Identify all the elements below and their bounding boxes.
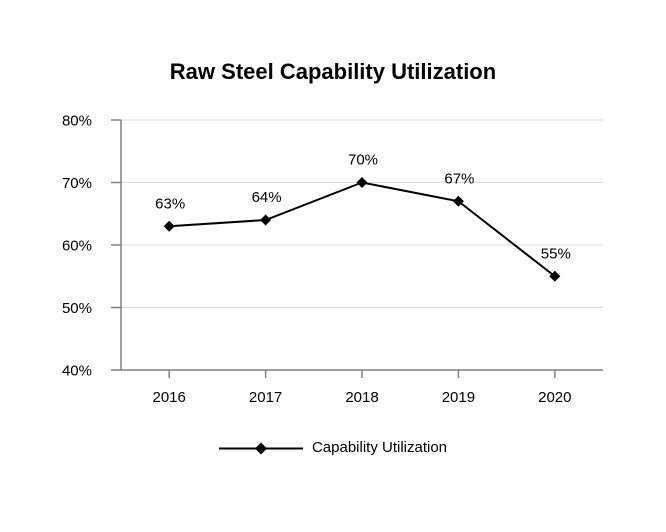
y-tick-label: 70% [62, 175, 92, 192]
data-point-label: 67% [444, 170, 474, 187]
x-tick-label: 2019 [442, 389, 475, 406]
chart-title: Raw Steel Capability Utilization [169, 59, 497, 84]
x-tick-label: 2020 [538, 389, 571, 406]
y-tick-label: 60% [62, 238, 92, 255]
data-point-label: 70% [348, 152, 378, 169]
data-point-marker [549, 270, 561, 282]
y-tick-label: 40% [62, 363, 92, 380]
legend-line-marker-icon [218, 442, 303, 454]
series-line [169, 181, 556, 278]
legend: Capability Utilization [0, 440, 666, 456]
legend-diamond-icon [254, 442, 267, 454]
data-point-marker [260, 214, 272, 226]
data-point-marker [356, 177, 368, 188]
y-tick-label: 50% [62, 300, 92, 317]
data-point-label: 63% [155, 195, 185, 212]
data-point-label: 64% [252, 189, 282, 206]
legend-label: Capability Utilization [311, 439, 448, 456]
data-point-marker [452, 195, 464, 207]
data-point-marker [163, 220, 175, 232]
x-tick-label: 2017 [249, 389, 282, 406]
x-tick-label: 2016 [153, 389, 186, 406]
data-point-label: 55% [541, 245, 571, 262]
x-tick-label: 2018 [345, 389, 378, 406]
y-tick-label: 80% [62, 113, 92, 130]
